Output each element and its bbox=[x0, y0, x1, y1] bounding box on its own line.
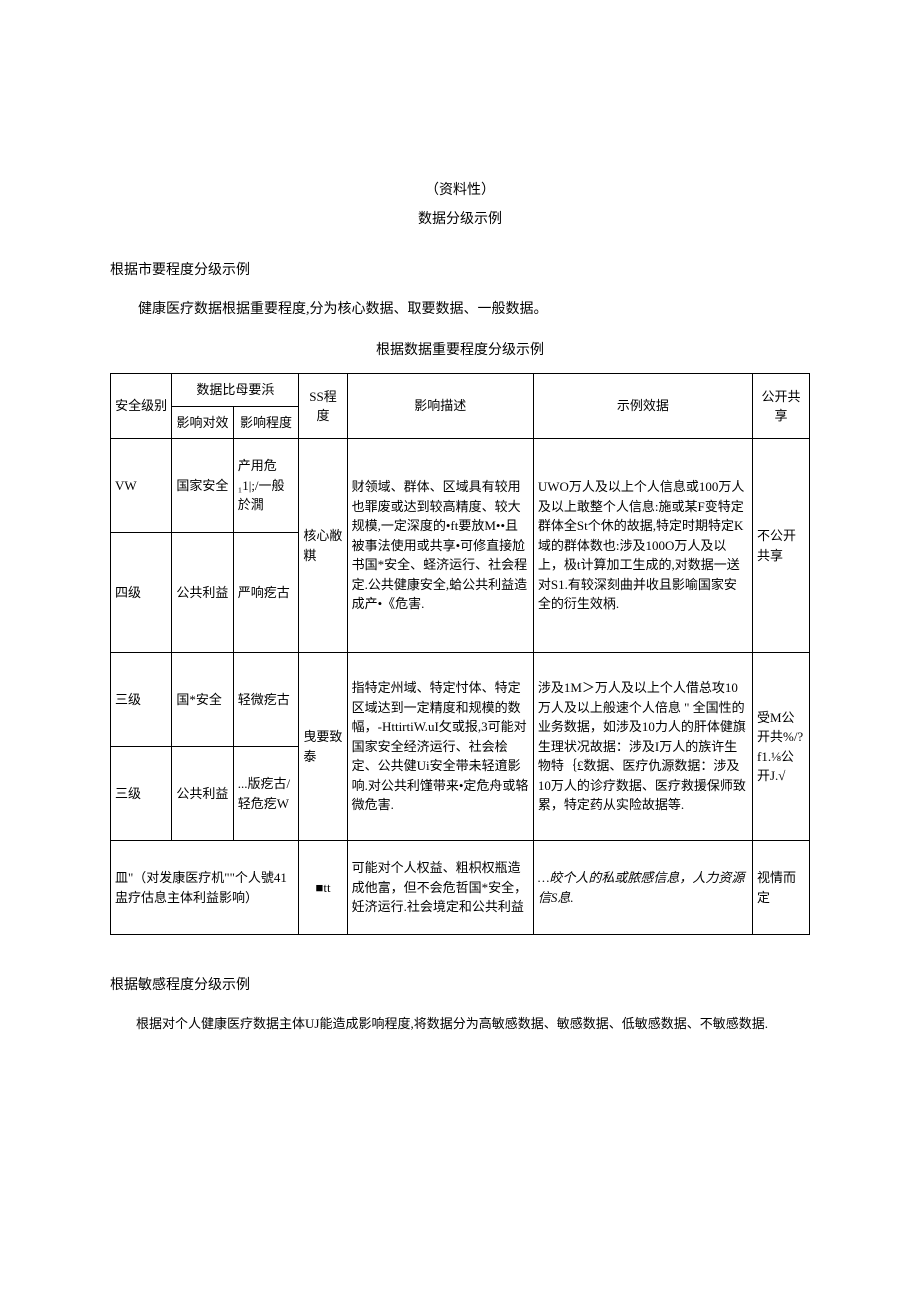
th-data-req: 数据比母要浜 bbox=[172, 374, 299, 407]
section2-text: 根据对个人健康医疗数据主体UJ能造成影响程度,将数据分为高敏感数据、敏感数据、低… bbox=[110, 1014, 810, 1034]
cell-ss: 核心敝粸 bbox=[299, 439, 347, 653]
cell-degree: ...版疙古/轻危疙W bbox=[233, 747, 299, 841]
table-row: 三级 国*安全 轻微疙古 曳要致泰 指特定州域、特定忖体、特定区域达到一定精度和… bbox=[111, 653, 810, 747]
cell-desc: 财领域、群体、区域具有较用也罪废或达到较高精度、较大规模,一定深度的•ft要放M… bbox=[347, 439, 533, 653]
cell-share: 视情而定 bbox=[752, 841, 809, 935]
cell-ss: ■tt bbox=[299, 841, 347, 935]
cell-level: 三级 bbox=[111, 653, 172, 747]
doc-subtitle-2: 数据分级示例 bbox=[110, 209, 810, 230]
classification-table: 安全级别 数据比母要浜 SS程度 影响描述 示例效据 公开共享 影响对效 影响程… bbox=[110, 373, 810, 935]
cell-share: 不公开共享 bbox=[752, 439, 809, 653]
cell-ss: 曳要致泰 bbox=[299, 653, 347, 841]
cell-degree: 产用危₁1|;/一般於㵎 bbox=[233, 439, 299, 533]
cell-target: 公共利益 bbox=[172, 533, 233, 653]
cell-target: 国*安全 bbox=[172, 653, 233, 747]
cell-degree: 轻微疙古 bbox=[233, 653, 299, 747]
cell-level: 皿"（对发康医疗机""个人號41盅疗估息主体利益影响） bbox=[111, 841, 299, 935]
cell-example: 涉及1M＞万人及以上个人借总攻10万人及以上般速个人倍息 " 全国性的业务数据，… bbox=[533, 653, 752, 841]
cell-level: 四级 bbox=[111, 533, 172, 653]
cell-example: …皎个人的私或脓感信息，人力资源信S息. bbox=[533, 841, 752, 935]
th-degree: 影响程度 bbox=[233, 406, 299, 439]
th-desc: 影响描述 bbox=[347, 374, 533, 439]
cell-desc: 可能对个人权益、粗枳权瓶造成他富，但不会危哲国*安全，妊济运行.社会境定和公共利… bbox=[347, 841, 533, 935]
cell-degree: 严响疙古 bbox=[233, 533, 299, 653]
table-row: 皿"（对发康医疗机""个人號41盅疗估息主体利益影响） ■tt 可能对个人权益、… bbox=[111, 841, 810, 935]
table-row: VW 国家安全 产用危₁1|;/一般於㵎 核心敝粸 财领域、群体、区域具有较用也… bbox=[111, 439, 810, 533]
cell-example: UWO万人及以上个人信息或100万人及以上敢整个人信息:施或某F变特定群体全St… bbox=[533, 439, 752, 653]
cell-share: 受M公开共%/?f1.⅛公开J.√ bbox=[752, 653, 809, 841]
section2-title: 根据敏感程度分级示例 bbox=[110, 975, 810, 996]
th-target: 影响对效 bbox=[172, 406, 233, 439]
th-example: 示例效据 bbox=[533, 374, 752, 439]
cell-desc: 指特定州域、特定忖体、特定区域达到一定精度和规模的数幅，-HttirtiW.uI… bbox=[347, 653, 533, 841]
th-share: 公开共享 bbox=[752, 374, 809, 439]
cell-target: 公共利益 bbox=[172, 747, 233, 841]
th-ss: SS程度 bbox=[299, 374, 347, 439]
table-header-row-1: 安全级别 数据比母要浜 SS程度 影响描述 示例效据 公开共享 bbox=[111, 374, 810, 407]
section1-title: 根据市要程度分级示例 bbox=[110, 260, 810, 281]
th-level: 安全级别 bbox=[111, 374, 172, 439]
cell-level: 三级 bbox=[111, 747, 172, 841]
table-caption: 根据数据重要程度分级示例 bbox=[110, 340, 810, 361]
cell-target: 国家安全 bbox=[172, 439, 233, 533]
doc-subtitle-1: （资料性） bbox=[110, 180, 810, 201]
cell-level: VW bbox=[111, 439, 172, 533]
section1-intro: 健康医疗数据根据重要程度,分为核心数据、取要数据、一般数据。 bbox=[110, 299, 810, 320]
